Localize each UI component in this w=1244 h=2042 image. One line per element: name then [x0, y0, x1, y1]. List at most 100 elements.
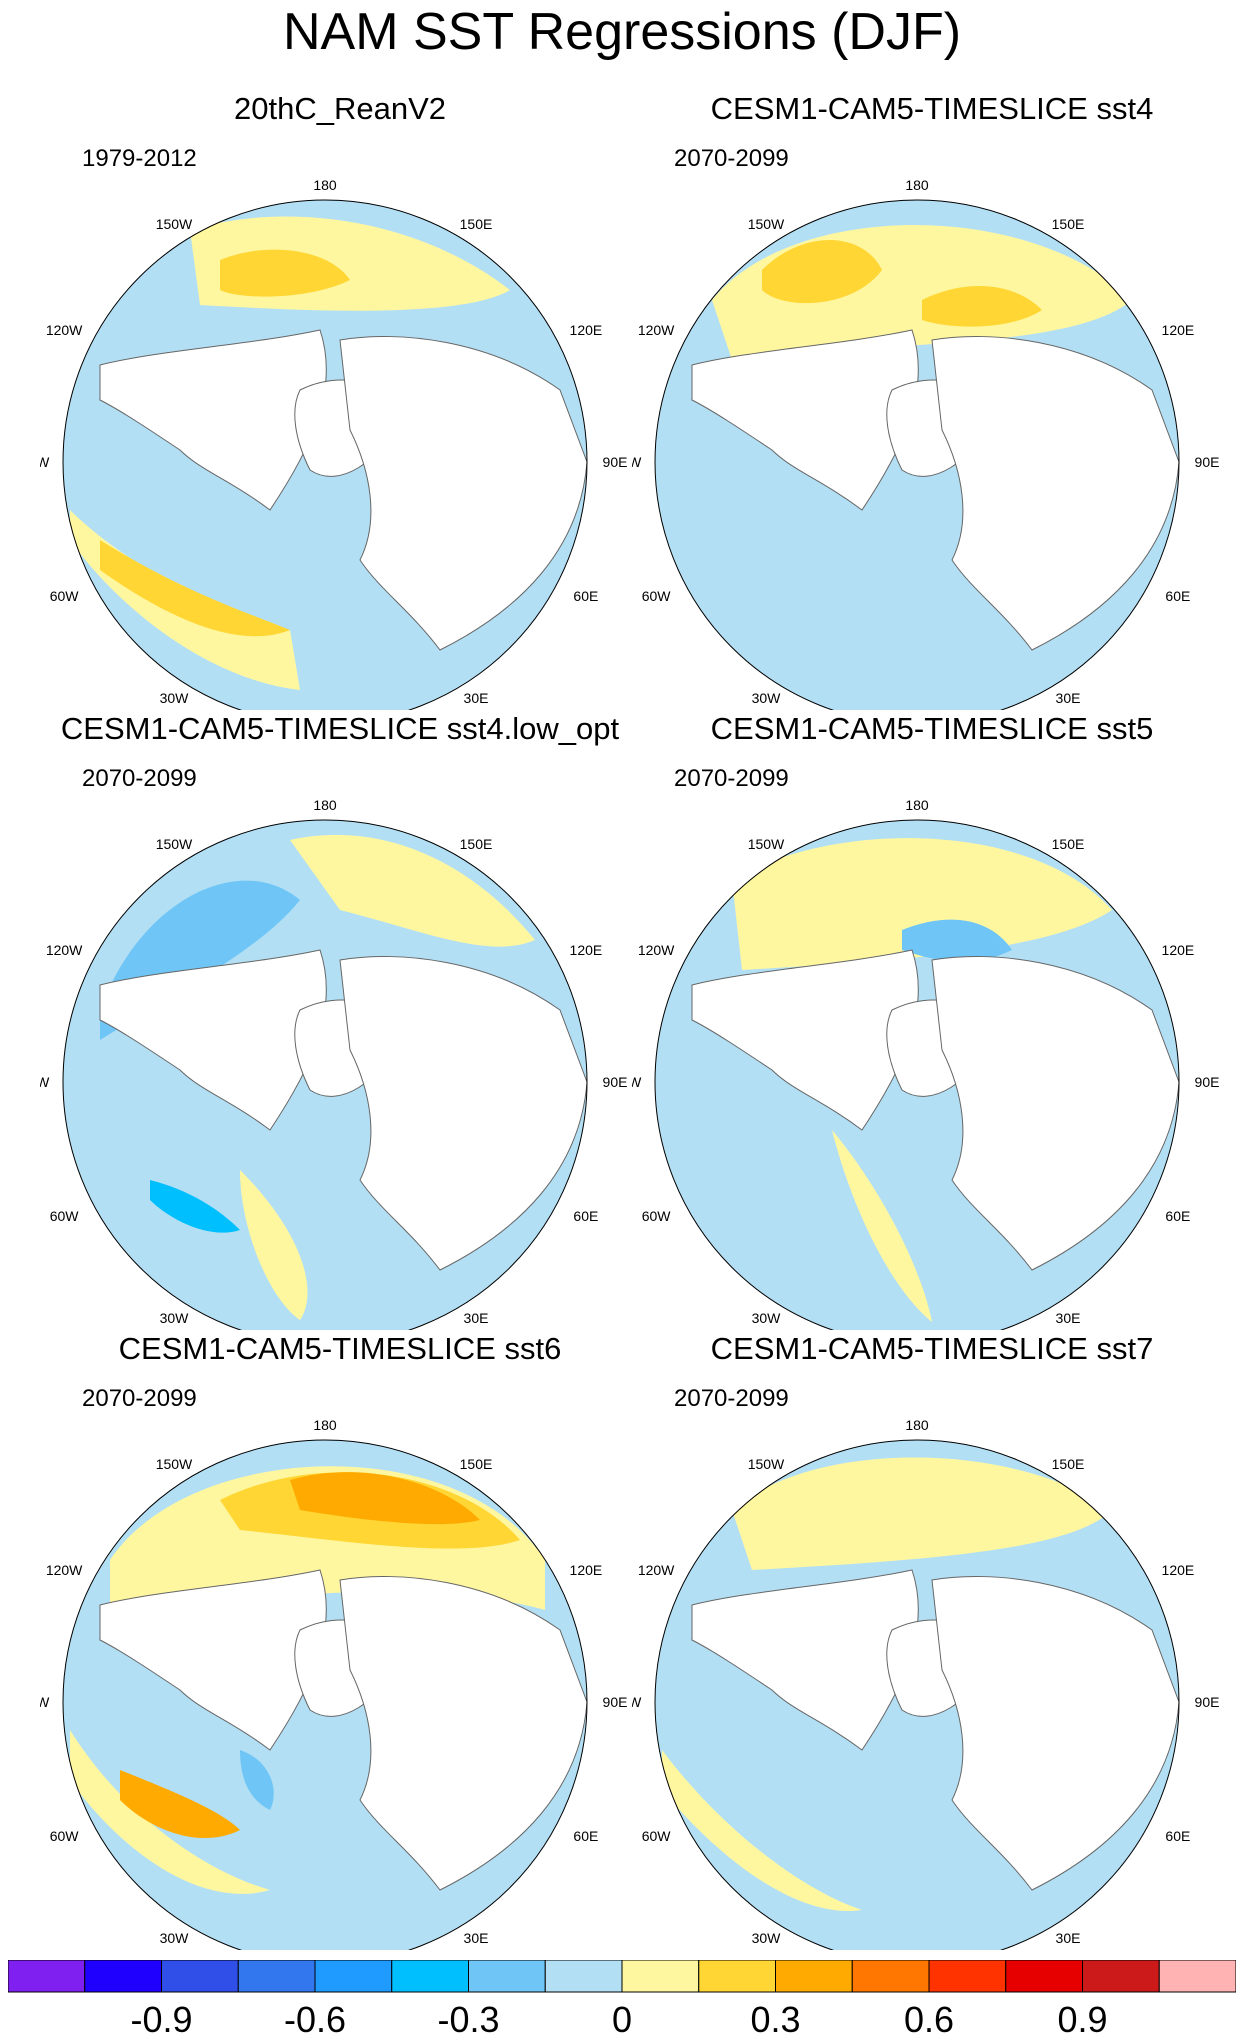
longitude-label: 150W	[156, 1456, 193, 1472]
longitude-label: 90W	[632, 1074, 642, 1090]
longitude-label: 30W	[160, 1310, 190, 1326]
longitude-label: 30E	[1056, 1930, 1081, 1946]
longitude-label: 150E	[460, 216, 493, 232]
longitude-label: 150E	[1052, 216, 1085, 232]
longitude-label: 30W	[752, 1310, 782, 1326]
colorbar-tick-label: 0	[612, 1999, 632, 2040]
longitude-label: 120W	[638, 942, 675, 958]
longitude-label: 60E	[1165, 588, 1190, 604]
polar-map: 1800150W150E120W120E90W90E60W60E30W30E	[40, 797, 628, 1330]
longitude-label: 30E	[1056, 1310, 1081, 1326]
polar-map: 1800150W150E120W120E90W90E60W60E30W30E	[632, 177, 1220, 710]
colorbar-swatch	[698, 1960, 776, 1993]
longitude-label: 30W	[160, 1930, 190, 1946]
longitude-label: 90E	[1195, 454, 1220, 470]
colorbar-swatch	[544, 1960, 623, 1993]
longitude-label: 150W	[156, 216, 193, 232]
colorbar-tick-label: 0.6	[904, 1999, 954, 2040]
longitude-label: 60W	[642, 1208, 672, 1224]
longitude-label: 180	[313, 1417, 337, 1433]
colorbar-tick-label: -0.6	[284, 1999, 346, 2040]
longitude-label: 120E	[570, 1562, 603, 1578]
longitude-label: 90E	[1195, 1074, 1220, 1090]
colorbar-tick-label: -0.9	[130, 1999, 192, 2040]
longitude-label: 30E	[464, 1930, 489, 1946]
longitude-label: 180	[313, 797, 337, 813]
sst-anomaly-region	[290, 834, 535, 947]
land-mass	[931, 956, 1179, 1271]
colorbar-tick-label: -0.3	[437, 1999, 499, 2040]
longitude-label: 30W	[160, 690, 190, 706]
map-boundary	[654, 819, 1180, 1330]
longitude-label: 60W	[642, 1828, 672, 1844]
longitude-label: 180	[905, 1417, 929, 1433]
map-boundary	[654, 1439, 1180, 1950]
colorbar-swatch	[391, 1960, 469, 1993]
polar-map: 1800150W150E120W120E90W90E60W60E30W30E	[632, 1417, 1219, 1950]
longitude-label: 60E	[573, 1208, 598, 1224]
longitude-label: 90W	[632, 454, 642, 470]
sst-anomaly-region	[70, 1730, 270, 1894]
sst-anomaly-region	[762, 240, 882, 304]
panel-title: CESM1-CAM5-TIMESLICE sst4	[710, 91, 1154, 126]
panel-title: CESM1-CAM5-TIMESLICE sst7	[710, 1331, 1154, 1366]
sst-anomaly-region	[732, 838, 1112, 970]
longitude-label: 150W	[748, 836, 785, 852]
longitude-label: 120E	[570, 942, 603, 958]
colorbar-swatch	[161, 1960, 239, 1993]
longitude-label: 150W	[748, 216, 785, 232]
land-mass	[99, 949, 327, 1131]
longitude-label: 120E	[1162, 322, 1195, 338]
longitude-label: 120W	[638, 1562, 675, 1578]
longitude-label: 120W	[638, 322, 675, 338]
polar-map: 1800150W150E120W120E90W90E60W60E30W30E	[40, 1417, 628, 1950]
sst-anomaly-region	[662, 490, 932, 702]
longitude-label: 90E	[603, 1694, 628, 1710]
polar-map: 1800150W150E120W120E90W90E60W60E30W30E	[632, 797, 1220, 1330]
sst-anomaly-region	[80, 1130, 260, 1300]
longitude-label: 30W	[752, 690, 782, 706]
colorbar: -0.9 -0.6 -0.3 0 0.3 0.6 0.9	[8, 1960, 1236, 2040]
colorbar-swatch	[928, 1960, 1007, 1993]
colorbar-swatch	[314, 1960, 393, 1993]
land-mass	[99, 1569, 327, 1751]
longitude-label: 90E	[603, 454, 628, 470]
sst-anomaly-region	[240, 1170, 308, 1320]
map-panel: 20thC_ReanV2 1979-2012 1800150W150E120W1…	[40, 90, 640, 710]
colorbar-tick-label: 0.9	[1057, 1999, 1107, 2040]
sst-anomaly-region	[662, 1750, 862, 1911]
longitude-label: 90W	[40, 1694, 50, 1710]
panel-title: CESM1-CAM5-TIMESLICE sst5	[710, 711, 1154, 746]
panel-period: 2070-2099	[82, 765, 197, 792]
land-mass	[99, 329, 327, 511]
colorbar-swatch	[775, 1960, 853, 1993]
longitude-label: 150E	[460, 836, 493, 852]
longitude-label: 180	[313, 177, 337, 193]
longitude-label: 90W	[40, 454, 50, 470]
panel-title: 20thC_ReanV2	[234, 91, 446, 126]
sst-anomaly-region	[922, 286, 1042, 327]
colorbar-swatch	[84, 1960, 162, 1993]
map-boundary	[654, 199, 1180, 710]
longitude-label: 60E	[1165, 1208, 1190, 1224]
land-mass	[691, 1569, 919, 1751]
sst-anomaly-region	[662, 1090, 932, 1322]
sst-anomaly-region	[150, 1180, 240, 1233]
figure-title: NAM SST Regressions (DJF)	[282, 3, 962, 61]
panel-period: 2070-2099	[674, 765, 789, 792]
longitude-label: 180	[905, 797, 929, 813]
longitude-label: 120E	[1162, 942, 1195, 958]
longitude-label: 30E	[464, 690, 489, 706]
land-mass	[339, 336, 587, 651]
sst-anomaly-region	[732, 1457, 1112, 1570]
sst-anomaly-region	[120, 1770, 240, 1839]
longitude-label: 30E	[464, 1310, 489, 1326]
sst-anomaly-region	[100, 540, 290, 637]
sst-anomaly-region	[902, 919, 1012, 962]
longitude-label: 120W	[46, 322, 83, 338]
map-boundary	[62, 1439, 588, 1950]
map-panel: CESM1-CAM5-TIMESLICE sst4 2070-2099 1800…	[632, 90, 1232, 710]
map-boundary	[62, 819, 588, 1330]
longitude-label: 90E	[603, 1074, 628, 1090]
colorbar-swatch	[8, 1960, 86, 1993]
